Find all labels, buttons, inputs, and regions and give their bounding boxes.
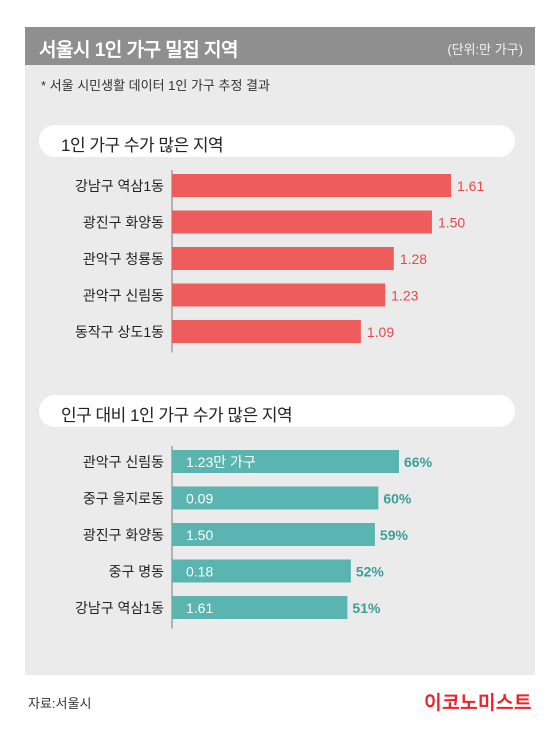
- chart-2-households-label: 0.09: [186, 491, 213, 507]
- brand-logo: 이코노미스트: [424, 693, 532, 714]
- chart-2-category-label: 광진구 화양동: [83, 527, 164, 543]
- chart-1-category-label: 강남구 역삼1동: [75, 178, 164, 194]
- chart-1-bar: [172, 210, 432, 234]
- page-title: 서울시 1인 가구 밀집 지역: [39, 40, 238, 61]
- chart-2-bar: [172, 559, 351, 583]
- chart-2-value-label: 59%: [380, 527, 409, 543]
- chart-1-category-label: 관악구 신림동: [83, 288, 164, 304]
- source-credit: 자료:서울시: [28, 696, 92, 711]
- section-1-header: 1인 가구 수가 많은 지역: [39, 125, 515, 157]
- chart-2-bar: [172, 523, 375, 546]
- header-bar: 서울시 1인 가구 밀집 지역 (단위:만 가구): [25, 27, 535, 65]
- section-2-title: 인구 대비 1인 가구 수가 많은 지역: [61, 406, 293, 425]
- chart-2-bar: [172, 486, 379, 510]
- section-2-header: 인구 대비 1인 가구 수가 많은 지역: [39, 395, 515, 427]
- chart-2-bar: [172, 450, 399, 473]
- chart-1-bar: [172, 283, 386, 307]
- chart-1-value-label: 1.28: [400, 251, 427, 267]
- chart-1-category-label: 광진구 화양동: [83, 215, 164, 231]
- chart-2-value-label: 66%: [404, 454, 433, 470]
- chart-2-households-label: 1.50: [186, 527, 213, 543]
- chart-1-value-label: 1.61: [457, 178, 484, 194]
- unit-label: (단위:만 가구): [447, 42, 523, 57]
- chart-2-households-label: 1.61: [186, 600, 213, 616]
- chart-1-category-label: 관악구 청룡동: [83, 251, 164, 267]
- chart-1-value-label: 1.09: [367, 324, 394, 340]
- section-1-title: 1인 가구 수가 많은 지역: [61, 136, 224, 155]
- chart-1-value-label: 1.23: [391, 288, 418, 304]
- chart-2-value-label: 60%: [383, 491, 412, 507]
- chart-2-category-label: 중구 명동: [109, 564, 165, 580]
- chart-2-bar: [172, 596, 348, 619]
- chart-1-bar: [172, 247, 394, 270]
- chart-2-category-label: 중구 을지로동: [83, 491, 164, 507]
- data-note: * 서울 시민생활 데이터 1인 가구 추정 결과: [41, 78, 270, 93]
- chart-2-category-label: 강남구 역삼1동: [75, 600, 164, 616]
- infographic-card: 서울시 1인 가구 밀집 지역 (단위:만 가구) * 서울 시민생활 데이터 …: [25, 27, 535, 675]
- chart-1-category-label: 동작구 상도1동: [75, 324, 164, 340]
- chart-1-bar: [172, 320, 361, 343]
- chart-2-households-label: 1.23만 가구: [186, 454, 256, 470]
- chart-2-category-label: 관악구 신림동: [83, 454, 164, 470]
- chart-1-bar: [172, 174, 451, 197]
- chart-2-value-label: 51%: [352, 600, 381, 616]
- chart-2-value-label: 52%: [356, 564, 385, 580]
- chart-2-households-label: 0.18: [186, 564, 213, 580]
- chart-1-value-label: 1.50: [438, 215, 465, 231]
